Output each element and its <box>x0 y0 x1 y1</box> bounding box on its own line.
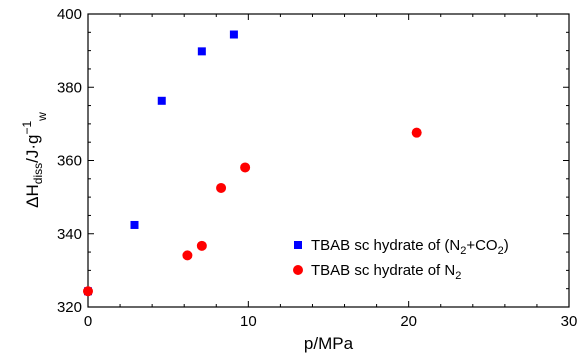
legend-label-0-post: ) <box>504 237 509 254</box>
y-axis-title: ΔHdiss/J·g−1w <box>20 112 49 208</box>
data-point-series-0 <box>157 96 166 105</box>
y-axis-title-sup: −1 <box>20 121 34 135</box>
legend-label-0-sub1: 2 <box>460 245 466 257</box>
legend-item-series-0: TBAB sc hydrate of (N2+CO2) <box>294 237 509 257</box>
legend-label-0-sub2: 2 <box>498 245 504 257</box>
y-tick-label: 380 <box>57 79 82 96</box>
legend-label-1-sub1: 2 <box>455 270 461 282</box>
data-point-series-1 <box>240 162 251 173</box>
y-tick-label: 400 <box>57 6 82 23</box>
x-tick-label: 30 <box>561 313 578 330</box>
data-point-series-0 <box>229 30 238 39</box>
y-axis-title-sub2: w <box>35 112 49 122</box>
data-point-series-1 <box>196 240 207 251</box>
x-tick-label: 0 <box>84 313 92 330</box>
svg-text:ΔHdiss/J·g−1w: ΔHdiss/J·g−1w <box>20 112 49 208</box>
legend-label-1-pre: TBAB sc hydrate of N <box>311 262 455 279</box>
legend-label-0-pre: TBAB sc hydrate of (N <box>311 237 460 254</box>
y-axis-title-base: ΔH <box>23 184 42 208</box>
y-tick-label: 320 <box>57 299 82 316</box>
axis-ticks <box>87 13 570 308</box>
x-tick-label: 20 <box>400 313 417 330</box>
x-axis-title: p/MPa <box>304 334 354 353</box>
svg-text:TBAB sc hydrate of (N2+CO2): TBAB sc hydrate of (N2+CO2) <box>311 237 509 257</box>
y-tick-label: 340 <box>57 226 82 243</box>
y-axis-title-mid: /J·g <box>23 135 42 163</box>
legend: TBAB sc hydrate of (N2+CO2) TBAB sc hydr… <box>293 237 509 282</box>
legend-item-series-1: TBAB sc hydrate of N2 <box>293 262 461 282</box>
data-point-series-0 <box>197 47 206 56</box>
data-points <box>83 30 422 297</box>
y-axis-title-sub1: diss <box>31 163 45 184</box>
data-point-series-1 <box>216 182 227 193</box>
legend-square-marker <box>294 241 302 249</box>
tick-labels: 0 10 20 30 320 340 360 380 400 <box>57 6 577 330</box>
data-point-series-1 <box>411 127 422 138</box>
legend-label-0-mid: +CO <box>466 237 497 254</box>
data-point-series-1 <box>83 286 93 297</box>
svg-text:TBAB sc hydrate of N2: TBAB sc hydrate of N2 <box>311 262 461 282</box>
data-point-series-1 <box>182 250 193 261</box>
y-tick-label: 360 <box>57 153 82 170</box>
data-point-series-0 <box>130 220 139 229</box>
legend-circle-marker <box>293 265 303 275</box>
x-tick-label: 10 <box>240 313 257 330</box>
